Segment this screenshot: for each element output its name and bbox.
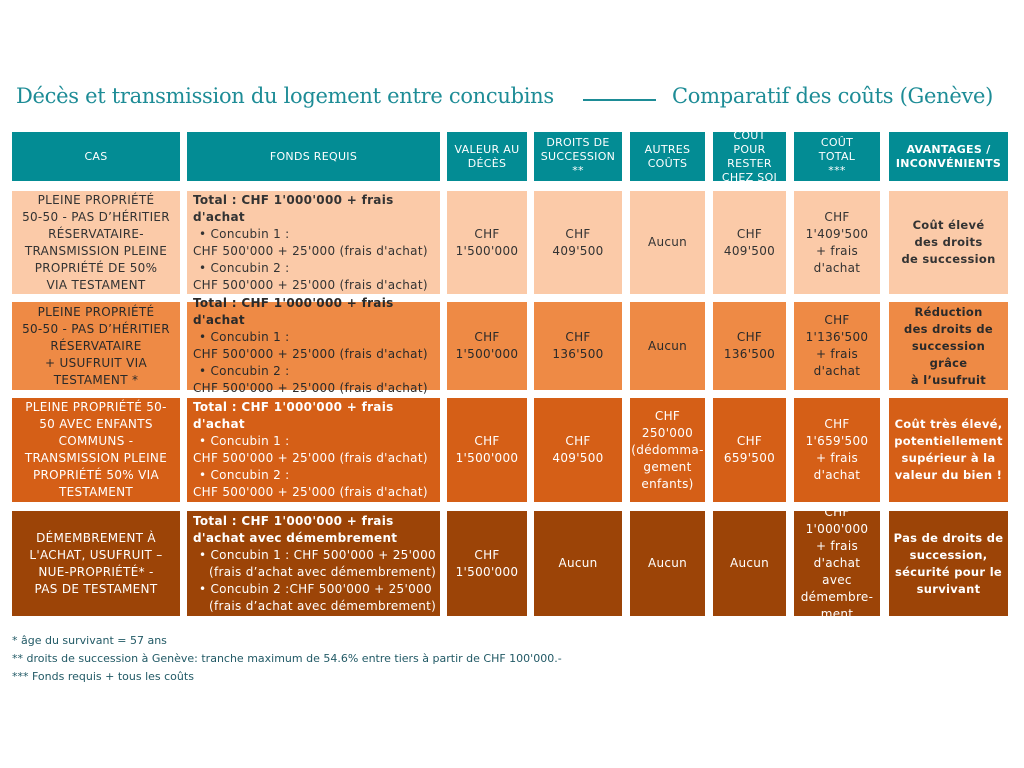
row-rester: CHF 409'500	[713, 191, 786, 294]
concubin-2: Concubin 2 :	[193, 260, 437, 277]
fonds-content: Total : CHF 1'000'000 + frais d'achat av…	[193, 513, 437, 615]
row-total: CHF 1'409'500 + frais d'achat	[794, 191, 880, 294]
concubin-2: Concubin 2 :	[193, 363, 437, 380]
fonds-total: Total : CHF 1'000'000 + frais d'achat	[193, 296, 394, 327]
row-autres: Aucun	[630, 191, 705, 294]
row-valeur: CHF 1'500'000	[447, 302, 527, 390]
page-subtitle: Comparatif des coûts (Genève)	[672, 84, 994, 108]
concubin-1-detail: CHF 500'000 + 25'000 (frais d'achat)	[193, 347, 428, 361]
footnote: ** droits de succession à Genève: tranch…	[12, 652, 562, 665]
header-cas: CAS	[12, 132, 180, 181]
footnotes: * âge du survivant = 57 ans ** droits de…	[12, 632, 562, 686]
row-valeur: CHF 1'500'000	[447, 511, 527, 616]
concubin-1-detail: CHF 500'000 + 25'000 (frais d'achat)	[193, 451, 428, 465]
row-droits: CHF 409'500	[534, 398, 622, 502]
footnote: *** Fonds requis + tous les coûts	[12, 670, 194, 683]
row-droits: CHF 136'500	[534, 302, 622, 390]
row-avantages: Coût très élevé, potentiellement supérie…	[889, 398, 1008, 502]
concubin-2: Concubin 2 :	[193, 467, 437, 484]
concubin-1-detail: (frais d’achat avec démembrement)	[209, 564, 437, 579]
concubin-1-detail: CHF 500'000 + 25'000 (frais d'achat)	[193, 243, 428, 258]
header-droits: DROITS DE SUCCESSION **	[534, 132, 622, 181]
row-cas: PLEINE PROPRIÉTÉ 50-50 - PAS D’HÉRITIER …	[12, 302, 180, 390]
fonds-content: Total : CHF 1'000'000 + frais d'achat Con…	[193, 192, 437, 294]
row-autres: CHF 250'000 (dédomma- gement enfants)	[630, 398, 705, 502]
fonds-total: Total : CHF 1'000'000 + frais d'achat	[193, 400, 394, 431]
row-droits: Aucun	[534, 511, 622, 616]
row-cas: DÉMEMBREMENT À L'ACHAT, USUFRUIT – NUE-P…	[12, 511, 180, 616]
concubin-1: Concubin 1 : CHF 500'000 + 25'000	[193, 547, 437, 564]
fonds-content: Total : CHF 1'000'000 + frais d'achat Con…	[193, 399, 437, 501]
row-autres: Aucun	[630, 302, 705, 390]
row-fonds-requis: Total : CHF 1'000'000 + frais d'achat Con…	[187, 296, 440, 395]
row-fonds-requis: Total : CHF 1'000'000 + frais d'achat Con…	[187, 398, 440, 502]
header-valeur: VALEUR AU DÉCÈS	[447, 132, 527, 181]
concubin-1: Concubin 1 :	[193, 433, 437, 450]
concubin-2-detail: (frais d’achat avec démembrement)	[209, 598, 437, 613]
footnote: * âge du survivant = 57 ans	[12, 634, 167, 647]
concubin-2-detail: CHF 500'000 + 25'000 (frais d'achat)	[193, 277, 428, 292]
row-fonds-requis: Total : CHF 1'000'000 + frais d'achat av…	[187, 511, 440, 616]
concubin-1: Concubin 1 :	[193, 329, 437, 346]
row-rester: CHF 659'500	[713, 398, 786, 502]
row-total: CHF 1'136'500 + frais d'achat	[794, 302, 880, 390]
header-avantages: AVANTAGES / INCONVÉNIENTS	[889, 132, 1008, 181]
concubin-1: Concubin 1 :	[193, 226, 437, 243]
row-total: CHF 1'000'000 + frais d'achat avec démem…	[794, 505, 880, 621]
concubin-2: Concubin 2 :CHF 500'000 + 25'000	[193, 581, 437, 598]
fonds-total: Total : CHF 1'000'000 + frais d'achat av…	[193, 513, 398, 545]
fonds-content: Total : CHF 1'000'000 + frais d'achat Con…	[193, 295, 437, 397]
header-autres: AUTRES COÛTS	[630, 132, 705, 181]
concubin-2-detail: CHF 500'000 + 25'000 (frais d'achat)	[193, 381, 428, 395]
concubin-2-detail: CHF 500'000 + 25'000 (frais d'achat)	[193, 485, 428, 499]
row-avantages: Réduction des droits de succession grâce…	[889, 302, 1008, 390]
row-cas: PLEINE PROPRIÉTÉ 50-50 - PAS D’HÉRITIER …	[12, 191, 180, 294]
row-cas: PLEINE PROPRIÉTÉ 50- 50 AVEC ENFANTS COM…	[12, 398, 180, 502]
header-rester: COÛT POUR RESTER CHEZ SOI	[713, 129, 786, 184]
fonds-total: Total : CHF 1'000'000 + frais d'achat	[193, 192, 394, 224]
header-fonds: FONDS REQUIS	[187, 132, 440, 181]
row-droits: CHF 409'500	[534, 191, 622, 294]
row-fonds-requis: Total : CHF 1'000'000 + frais d'achat Con…	[187, 191, 440, 294]
row-valeur: CHF 1'500'000	[447, 398, 527, 502]
row-total: CHF 1'659'500 + frais d'achat	[794, 398, 880, 502]
title-divider	[583, 99, 656, 101]
row-avantages: Coût élevé des droits de succession	[889, 191, 1008, 294]
page-title: Décès et transmission du logement entre …	[16, 84, 554, 108]
row-rester: Aucun	[713, 511, 786, 616]
row-autres: Aucun	[630, 511, 705, 616]
row-avantages: Pas de droits de succession, sécurité po…	[889, 511, 1008, 616]
header-total: COÛT TOTAL ***	[794, 132, 880, 181]
row-rester: CHF 136'500	[713, 302, 786, 390]
row-valeur: CHF 1'500'000	[447, 191, 527, 294]
